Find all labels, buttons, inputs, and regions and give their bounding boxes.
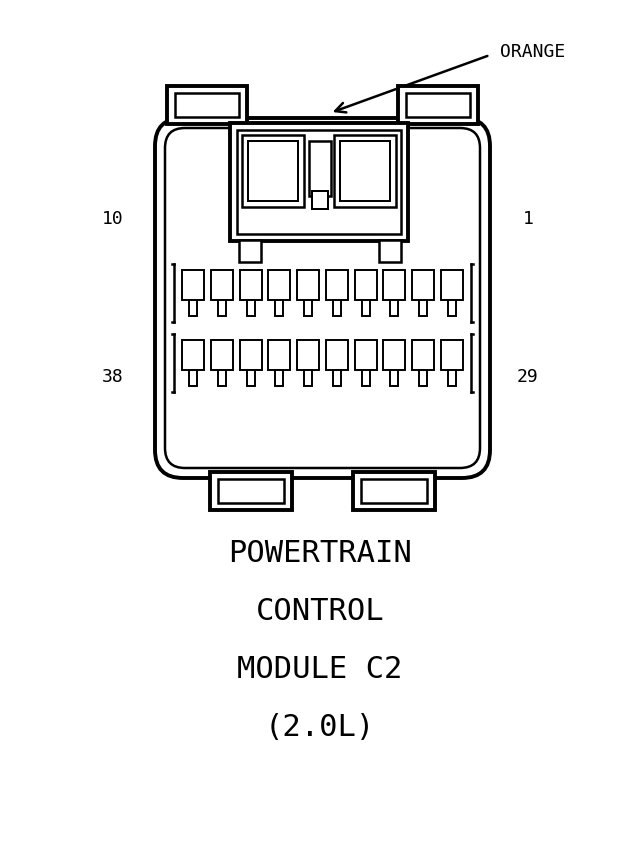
Bar xyxy=(326,270,348,300)
Bar xyxy=(304,300,312,316)
Bar xyxy=(242,135,304,207)
Bar xyxy=(379,240,401,262)
Bar xyxy=(353,472,435,510)
Text: 29: 29 xyxy=(517,368,539,386)
Text: 38: 38 xyxy=(102,368,124,386)
Text: MODULE C2: MODULE C2 xyxy=(237,654,403,684)
Bar xyxy=(441,270,463,300)
Text: 10: 10 xyxy=(102,210,124,228)
Bar xyxy=(268,270,291,300)
Bar xyxy=(297,270,319,300)
FancyBboxPatch shape xyxy=(165,128,480,468)
Bar xyxy=(237,130,401,234)
Bar xyxy=(218,479,284,503)
Bar xyxy=(210,472,292,510)
Bar xyxy=(211,340,233,370)
Bar xyxy=(355,340,377,370)
Bar xyxy=(383,340,406,370)
Bar xyxy=(182,270,204,300)
Bar xyxy=(441,340,463,370)
Bar xyxy=(334,135,396,207)
Bar xyxy=(333,370,341,386)
Bar xyxy=(275,300,284,316)
Bar xyxy=(211,270,233,300)
Text: (2.0L): (2.0L) xyxy=(265,712,375,742)
Bar xyxy=(419,370,428,386)
Bar xyxy=(230,123,408,241)
Bar xyxy=(297,340,319,370)
Bar xyxy=(189,370,197,386)
Bar xyxy=(189,300,197,316)
Bar xyxy=(246,370,255,386)
Bar xyxy=(248,141,298,201)
Bar xyxy=(268,340,291,370)
Bar xyxy=(398,86,478,124)
Bar xyxy=(390,300,399,316)
Text: POWERTRAIN: POWERTRAIN xyxy=(228,539,412,567)
Bar xyxy=(412,340,434,370)
Bar xyxy=(167,86,247,124)
FancyBboxPatch shape xyxy=(155,118,490,478)
Bar xyxy=(448,370,456,386)
Bar xyxy=(239,340,262,370)
Bar xyxy=(239,240,261,262)
Bar xyxy=(304,370,312,386)
Text: ORANGE: ORANGE xyxy=(500,43,565,61)
Bar xyxy=(312,191,328,209)
Bar xyxy=(218,300,226,316)
Bar xyxy=(275,370,284,386)
Bar xyxy=(412,270,434,300)
Bar xyxy=(448,300,456,316)
Bar xyxy=(182,340,204,370)
Bar xyxy=(390,370,399,386)
Bar xyxy=(406,93,470,117)
Bar xyxy=(239,270,262,300)
Bar xyxy=(333,300,341,316)
Bar xyxy=(175,93,239,117)
Bar xyxy=(326,340,348,370)
Text: 1: 1 xyxy=(523,210,533,228)
Bar xyxy=(362,300,370,316)
Bar xyxy=(340,141,390,201)
Bar xyxy=(383,270,406,300)
Bar xyxy=(355,270,377,300)
Text: CONTROL: CONTROL xyxy=(256,597,384,626)
Bar xyxy=(218,370,226,386)
Bar xyxy=(309,141,331,196)
Bar xyxy=(362,370,370,386)
Bar xyxy=(419,300,428,316)
Bar xyxy=(246,300,255,316)
Bar xyxy=(361,479,427,503)
